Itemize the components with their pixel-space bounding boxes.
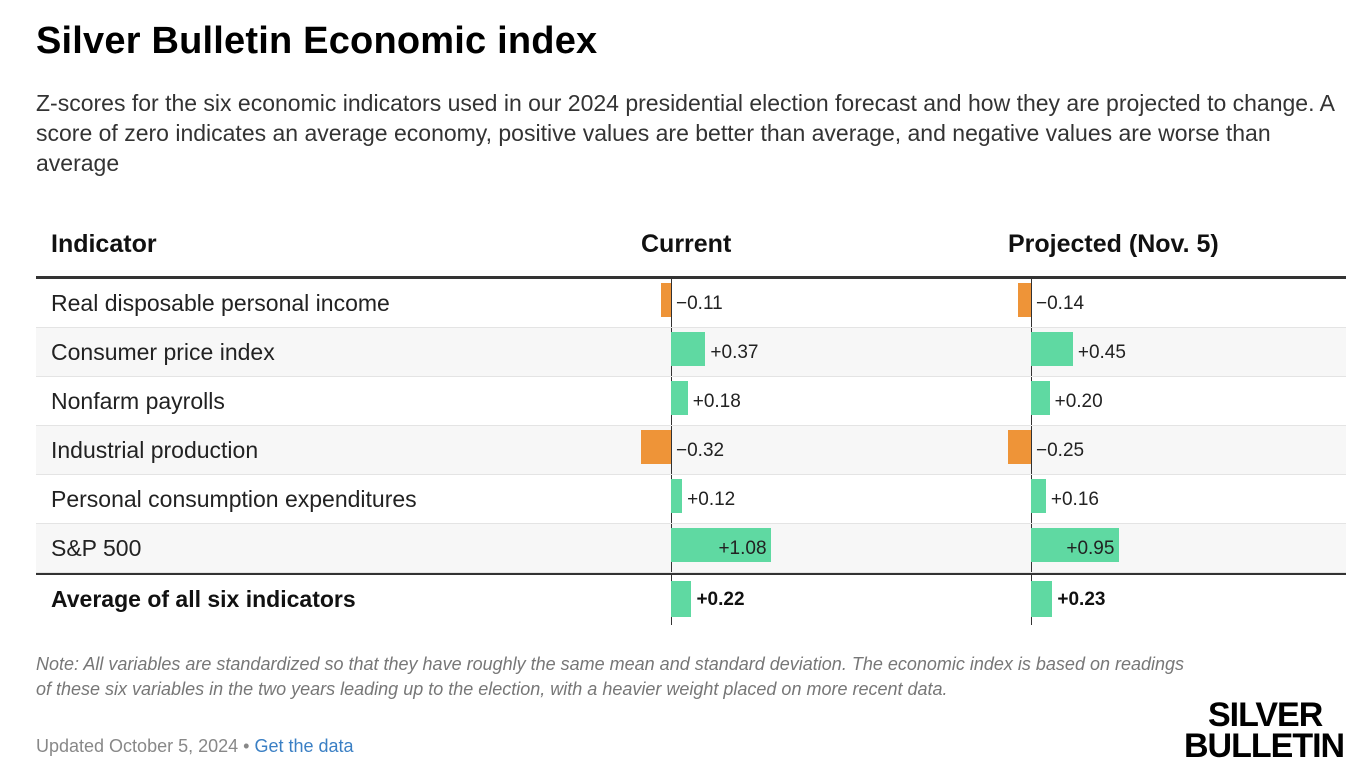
- current-value-label: +1.08: [718, 538, 767, 559]
- current-bar: [641, 430, 671, 464]
- current-value-label: +0.37: [710, 342, 759, 363]
- projected-value-label: +0.95: [1066, 538, 1115, 559]
- row-label: Industrial production: [51, 437, 259, 463]
- logo-line-1: SILVER: [1208, 696, 1323, 734]
- chart-subtitle: Z-scores for the six economic indicators…: [36, 90, 1334, 176]
- projected-value-label: +0.23: [1057, 589, 1106, 610]
- chart-title: Silver Bulletin Economic index: [36, 20, 598, 62]
- projected-bar: [1031, 332, 1073, 366]
- separator-dot: •: [243, 736, 250, 756]
- table-row: Industrial production −0.32 −0.25: [36, 426, 1346, 475]
- projected-value-label: +0.45: [1077, 342, 1126, 363]
- row-label: Personal consumption expenditures: [51, 486, 417, 512]
- current-value-label: +0.22: [696, 589, 745, 610]
- projected-value-label: −0.25: [1036, 440, 1085, 461]
- current-bar: [660, 283, 671, 317]
- projected-bar: [1031, 479, 1046, 513]
- table-row: Real disposable personal income −0.11 −0.1…: [36, 279, 1346, 328]
- silver-bulletin-logo: SILVER BULLETIN: [1184, 696, 1350, 765]
- current-bar: [671, 528, 772, 562]
- projected-bar: [1017, 283, 1031, 317]
- current-column-header: Current: [641, 230, 732, 258]
- table-body: Real disposable personal income −0.11 −0.1…: [36, 279, 1346, 625]
- projected-bar: [1007, 430, 1031, 464]
- current-value-label: +0.12: [687, 489, 736, 510]
- projected-zero-line: [1031, 426, 1032, 474]
- projected-value-label: +0.20: [1054, 391, 1103, 412]
- updated-date: Updated October 5, 2024: [36, 736, 239, 756]
- projected-bar: [1031, 528, 1120, 562]
- logo-line-2: BULLETIN: [1184, 727, 1345, 765]
- indicator-column-header: Indicator: [51, 230, 157, 258]
- current-value-label: −0.11: [676, 293, 723, 314]
- row-label: Average of all six indicators: [51, 586, 356, 612]
- current-bar: [671, 479, 683, 513]
- current-value-label: −0.32: [676, 440, 725, 461]
- current-bar: [671, 581, 692, 617]
- table-row: Personal consumption expenditures +0.12 +0…: [36, 475, 1346, 524]
- table-header: Indicator Current Projected (Nov. 5): [36, 220, 1346, 279]
- footnote: Note: All variables are standardized so …: [36, 654, 1185, 699]
- row-label: Nonfarm payrolls: [51, 388, 225, 414]
- projected-column-header: Projected (Nov. 5): [1008, 230, 1219, 258]
- average-row: Average of all six indicators +0.22 +0.23: [36, 573, 1346, 625]
- table-row: S&P 500 +1.08 +0.95: [36, 524, 1346, 573]
- current-zero-line: [671, 279, 672, 327]
- indicator-table: Indicator Current Projected (Nov. 5) Rea…: [36, 220, 1346, 625]
- table-row: Consumer price index +0.37 +0.45: [36, 328, 1346, 377]
- projected-value-label: +0.16: [1050, 489, 1099, 510]
- current-value-label: +0.18: [692, 391, 741, 412]
- projected-bar: [1031, 381, 1050, 415]
- row-label: Consumer price index: [51, 339, 275, 365]
- projected-value-label: −0.14: [1036, 293, 1085, 314]
- row-label: Real disposable personal income: [51, 290, 390, 316]
- current-bar: [671, 381, 688, 415]
- current-zero-line: [671, 426, 672, 474]
- table-row: Nonfarm payrolls +0.18 +0.20: [36, 377, 1346, 426]
- row-label: S&P 500: [51, 535, 142, 561]
- current-bar: [671, 332, 706, 366]
- get-data-link[interactable]: Get the data: [254, 736, 354, 756]
- projected-zero-line: [1031, 279, 1032, 327]
- projected-bar: [1031, 581, 1053, 617]
- updated-line: Updated October 5, 2024 • Get the data: [36, 736, 354, 757]
